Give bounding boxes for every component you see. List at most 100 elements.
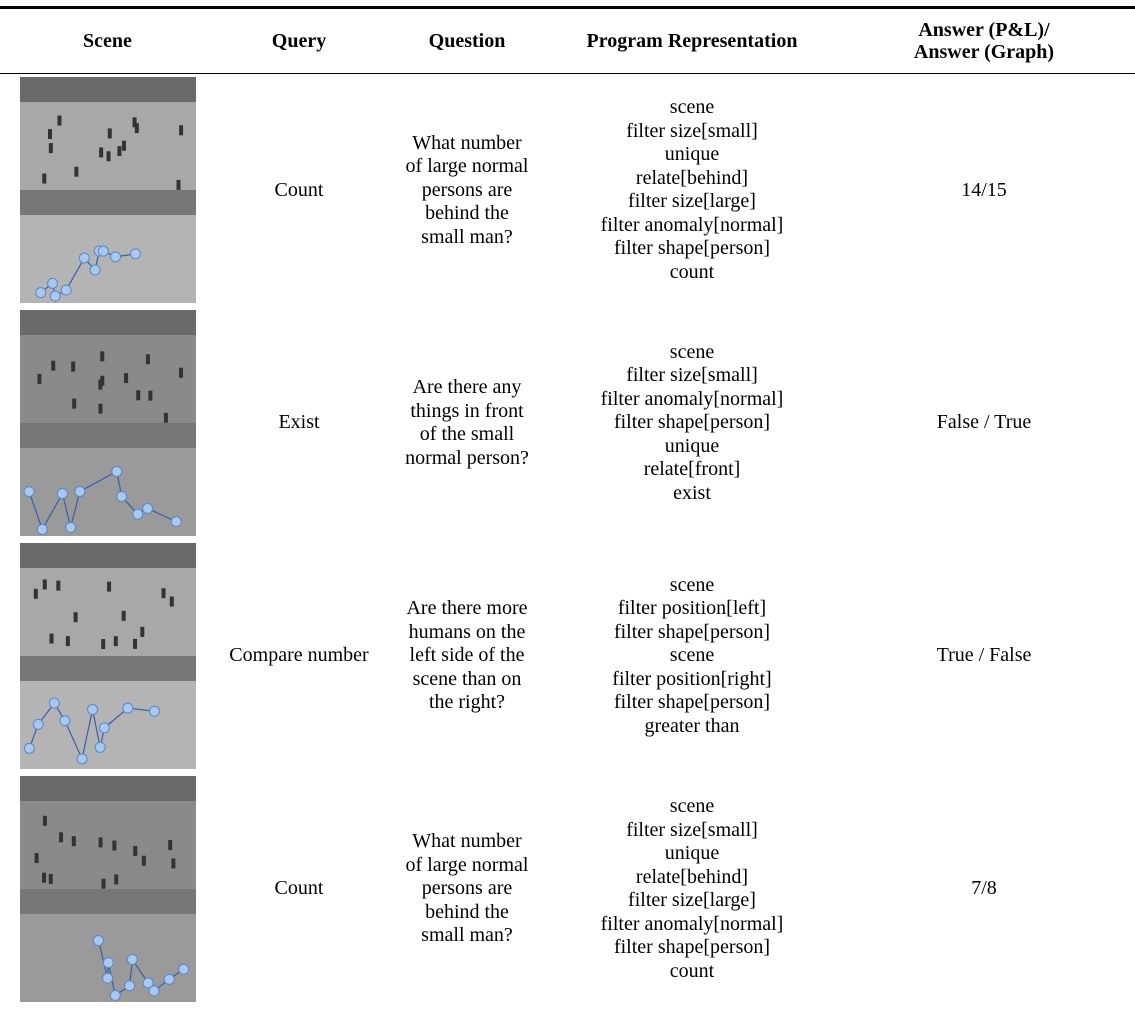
question-line: What number: [383, 830, 551, 854]
header-cell: Answer (P&L)/Answer (Graph): [833, 8, 1135, 74]
program-line: unique: [551, 143, 833, 167]
graph-node: [149, 986, 159, 996]
page: Scene Query Question Program Representat…: [0, 0, 1135, 1019]
question-line: the right?: [383, 691, 551, 715]
graph-node: [171, 517, 181, 527]
question-line: things in front: [383, 400, 551, 424]
program-line: exist: [551, 482, 833, 506]
person: [59, 832, 63, 842]
program-line: filter shape[person]: [551, 691, 833, 715]
person: [117, 146, 121, 156]
question-line: normal person?: [383, 447, 551, 471]
person: [74, 167, 78, 177]
program-line: filter position[left]: [551, 597, 833, 621]
program-line: relate[front]: [551, 458, 833, 482]
graph-node: [49, 698, 59, 708]
question-line: of large normal: [383, 854, 551, 878]
program-line: filter shape[person]: [551, 411, 833, 435]
graph-node: [117, 491, 127, 501]
graph-node: [95, 742, 105, 752]
person: [74, 612, 78, 622]
graph-node: [143, 503, 153, 513]
header-line: Answer (Graph): [833, 41, 1135, 63]
person: [179, 125, 183, 135]
graph-node: [98, 246, 108, 256]
person: [51, 361, 55, 371]
question-line: persons are: [383, 877, 551, 901]
graph-node: [33, 719, 43, 729]
question-line: of large normal: [383, 155, 551, 179]
photo-band: [20, 656, 196, 681]
graph-node: [66, 522, 76, 532]
program-line: filter anomaly[normal]: [551, 388, 833, 412]
graph-node: [75, 486, 85, 496]
question-line: small man?: [383, 226, 551, 250]
graph-node: [60, 716, 70, 726]
person: [164, 413, 168, 423]
program-line: count: [551, 261, 833, 285]
program-line: greater than: [551, 715, 833, 739]
program-line: filter size[small]: [551, 120, 833, 144]
program-line: filter shape[person]: [551, 237, 833, 261]
query-cell: Count: [215, 74, 383, 307]
question-line: left side of the: [383, 644, 551, 668]
graph-node: [79, 253, 89, 263]
person: [43, 816, 47, 826]
person: [177, 180, 181, 190]
question-line: persons are: [383, 179, 551, 203]
answer-cell: True / False: [833, 540, 1135, 773]
person: [98, 404, 102, 414]
scene-cell: [0, 74, 215, 307]
person: [114, 636, 118, 646]
scene-cell: [0, 773, 215, 1006]
program-line: filter anomaly[normal]: [551, 913, 833, 937]
person: [124, 373, 128, 383]
person: [135, 123, 139, 133]
person: [71, 362, 75, 372]
photo-band: [20, 543, 196, 568]
person: [48, 129, 52, 139]
program-line: unique: [551, 842, 833, 866]
program-line: filter size[large]: [551, 889, 833, 913]
person: [107, 582, 111, 592]
program-line: relate[behind]: [551, 167, 833, 191]
program-line: filter shape[person]: [551, 621, 833, 645]
person: [108, 129, 112, 139]
program-line: filter position[right]: [551, 668, 833, 692]
graph-node: [123, 703, 133, 713]
person: [122, 611, 126, 621]
person: [162, 588, 166, 598]
person: [42, 174, 46, 184]
graph-node: [50, 291, 60, 301]
scene-cell: [0, 540, 215, 773]
person: [148, 391, 152, 401]
program-line: scene: [551, 96, 833, 120]
photo-band: [20, 310, 196, 335]
answer-cell: False / True: [833, 307, 1135, 540]
program-line: filter size[small]: [551, 364, 833, 388]
question-line: behind the: [383, 901, 551, 925]
query-cell: Compare number: [215, 540, 383, 773]
scene-cell: [0, 307, 215, 540]
person: [168, 840, 172, 850]
person: [99, 837, 103, 847]
person: [136, 390, 140, 400]
person: [49, 143, 53, 153]
person: [100, 351, 104, 361]
graph-node: [88, 705, 98, 715]
graph-node: [130, 249, 140, 259]
person: [171, 858, 175, 868]
question-cell: What numberof large normalpersons arebeh…: [383, 773, 551, 1006]
question-line: Are there more: [383, 597, 551, 621]
program-line: relate[behind]: [551, 866, 833, 890]
graph-node: [111, 252, 121, 262]
graph-node: [103, 973, 113, 983]
photo-band: [20, 889, 196, 914]
person: [146, 354, 150, 364]
question-line: behind the: [383, 202, 551, 226]
graph-node: [133, 509, 143, 519]
question-line: small man?: [383, 924, 551, 948]
